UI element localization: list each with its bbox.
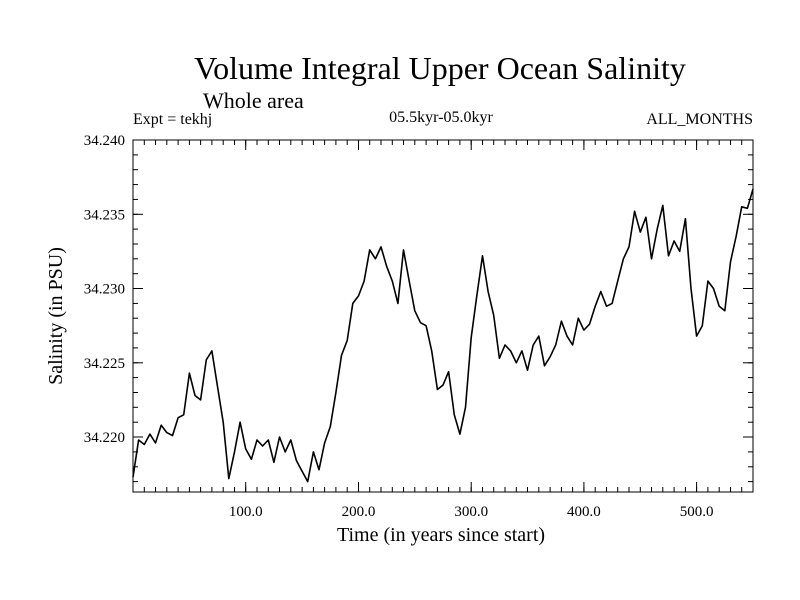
x-axis-label: Time (in years since start) [337, 524, 545, 546]
x-tick-label: 300.0 [454, 504, 488, 520]
x-tick-label: 200.0 [342, 504, 376, 520]
x-tick-label: 500.0 [680, 504, 714, 520]
time-range-label: 05.5kyr-05.0kyr [389, 109, 493, 126]
y-tick-label: 34.220 [84, 430, 125, 446]
y-tick-label: 34.240 [84, 133, 125, 149]
major-ticks [133, 139, 753, 492]
y-tick-label: 34.230 [84, 282, 125, 298]
y-tick-labels: 34.220 34.225 34.230 34.235 34.240 [84, 133, 125, 446]
y-axis-label: Salinity (in PSU) [45, 247, 67, 385]
y-tick-label: 34.225 [84, 356, 125, 372]
chart-title: Volume Integral Upper Ocean Salinity [194, 50, 686, 86]
experiment-label: Expt = tekhj [133, 111, 212, 128]
plot-frame [132, 139, 754, 493]
minor-ticks [133, 139, 753, 492]
x-tick-label: 100.0 [229, 504, 263, 520]
salinity-series-line [132, 188, 754, 483]
months-label: ALL_MONTHS [646, 111, 753, 128]
x-tick-label: 400.0 [567, 504, 601, 520]
chart-subtitle: Whole area [203, 88, 304, 113]
y-tick-label: 34.235 [84, 207, 125, 223]
x-tick-labels: 100.0 200.0 300.0 400.0 500.0 [229, 504, 714, 520]
